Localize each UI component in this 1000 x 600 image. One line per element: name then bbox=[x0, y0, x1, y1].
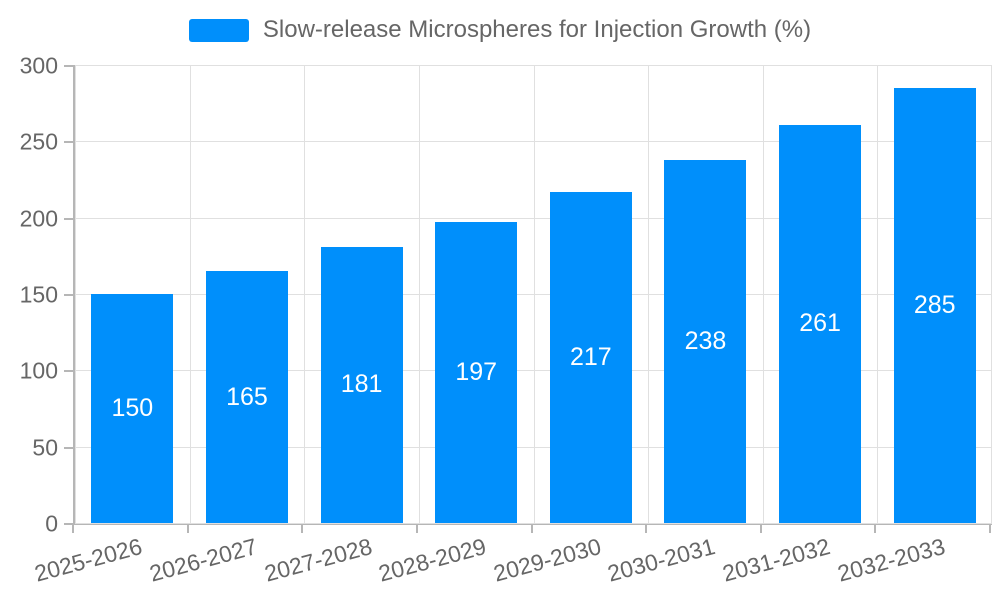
plot-area: 150 165 181 197 217 238 261 285 bbox=[73, 65, 992, 525]
x-axis-tick bbox=[989, 525, 991, 533]
x-gridline bbox=[533, 65, 535, 523]
x-tick-label: 2031-2032 bbox=[719, 533, 833, 587]
bar[interactable]: 238 bbox=[664, 159, 747, 523]
y-tick-label: 100 bbox=[19, 357, 58, 384]
y-tick-label: 0 bbox=[45, 510, 58, 537]
y-axis-tick bbox=[64, 370, 73, 373]
x-tick-label: 2032-2033 bbox=[834, 533, 948, 587]
bar-value-label: 238 bbox=[684, 326, 727, 355]
bar-value-label: 165 bbox=[226, 382, 268, 411]
y-tick-label: 50 bbox=[32, 434, 58, 461]
bar-value-label: 217 bbox=[569, 342, 612, 371]
bar-value-label: 261 bbox=[799, 309, 841, 338]
x-axis-tick bbox=[874, 525, 877, 533]
x-gridline bbox=[304, 65, 306, 523]
bar[interactable]: 261 bbox=[779, 124, 862, 523]
x-tick-label: 2029-2030 bbox=[490, 533, 604, 587]
bar[interactable]: 150 bbox=[91, 294, 174, 523]
y-axis-tick bbox=[64, 446, 73, 449]
bar[interactable]: 181 bbox=[320, 246, 403, 523]
bar-value-label: 181 bbox=[340, 370, 383, 399]
bar-value-label: 285 bbox=[913, 290, 956, 319]
x-tick-label: 2026-2027 bbox=[146, 533, 260, 587]
x-gridline bbox=[418, 65, 420, 523]
bar[interactable]: 285 bbox=[893, 87, 976, 523]
y-axis-tick bbox=[64, 523, 73, 525]
x-axis-tick bbox=[415, 525, 418, 533]
y-tick-label: 200 bbox=[19, 205, 58, 232]
bar[interactable]: 197 bbox=[435, 222, 518, 523]
x-tick-label: 2027-2028 bbox=[261, 533, 375, 587]
x-gridline bbox=[648, 65, 650, 523]
legend-label: Slow-release Microspheres for Injection … bbox=[262, 16, 812, 43]
y-axis-tick bbox=[64, 65, 73, 67]
bar[interactable]: 165 bbox=[205, 271, 288, 523]
x-axis-tick bbox=[530, 525, 533, 533]
x-gridline bbox=[189, 65, 191, 523]
y-axis-tick bbox=[64, 141, 73, 144]
x-axis-tick bbox=[301, 525, 304, 533]
legend-swatch bbox=[188, 18, 249, 42]
y-axis-tick bbox=[64, 217, 73, 220]
y-tick-label: 150 bbox=[19, 281, 58, 308]
x-tick-label: 2028-2029 bbox=[375, 533, 489, 587]
x-axis-tick bbox=[186, 525, 189, 533]
x-axis-tick bbox=[72, 525, 74, 533]
x-gridline bbox=[75, 65, 76, 523]
chart-legend[interactable]: Slow-release Microspheres for Injection … bbox=[0, 16, 1000, 44]
x-gridline bbox=[991, 65, 992, 523]
y-tick-label: 300 bbox=[19, 52, 58, 79]
bar-value-label: 150 bbox=[111, 394, 154, 422]
x-axis-tick bbox=[759, 525, 762, 533]
y-gridline bbox=[75, 523, 992, 524]
y-axis-tick bbox=[64, 294, 73, 296]
y-tick-label: 250 bbox=[19, 128, 58, 155]
x-tick-label: 2025-2026 bbox=[32, 533, 146, 587]
x-tick-label: 2030-2031 bbox=[605, 533, 719, 587]
x-axis-tick bbox=[645, 525, 648, 533]
bar[interactable]: 217 bbox=[549, 191, 632, 523]
x-gridline bbox=[762, 65, 764, 523]
x-gridline bbox=[877, 65, 879, 523]
bar-value-label: 197 bbox=[455, 358, 498, 387]
